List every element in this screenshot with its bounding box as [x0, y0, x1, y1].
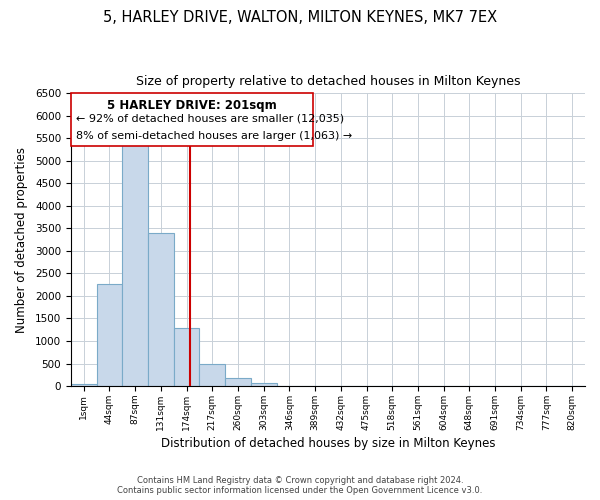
Bar [71, 384, 97, 386]
Text: 5 HARLEY DRIVE: 201sqm: 5 HARLEY DRIVE: 201sqm [107, 99, 277, 112]
Bar [251, 383, 277, 386]
Title: Size of property relative to detached houses in Milton Keynes: Size of property relative to detached ho… [136, 75, 520, 88]
Text: Contains HM Land Registry data © Crown copyright and database right 2024.
Contai: Contains HM Land Registry data © Crown c… [118, 476, 482, 495]
Y-axis label: Number of detached properties: Number of detached properties [15, 146, 28, 332]
Text: 8% of semi-detached houses are larger (1,063) →: 8% of semi-detached houses are larger (1… [76, 132, 352, 141]
Bar [97, 284, 122, 386]
Text: ← 92% of detached houses are smaller (12,035): ← 92% of detached houses are smaller (12… [76, 114, 344, 124]
Text: 5, HARLEY DRIVE, WALTON, MILTON KEYNES, MK7 7EX: 5, HARLEY DRIVE, WALTON, MILTON KEYNES, … [103, 10, 497, 25]
X-axis label: Distribution of detached houses by size in Milton Keynes: Distribution of detached houses by size … [161, 437, 495, 450]
Bar [174, 328, 199, 386]
FancyBboxPatch shape [71, 94, 313, 146]
Bar [148, 234, 174, 386]
Bar [225, 378, 251, 386]
Bar [122, 142, 148, 386]
Bar [199, 364, 225, 386]
